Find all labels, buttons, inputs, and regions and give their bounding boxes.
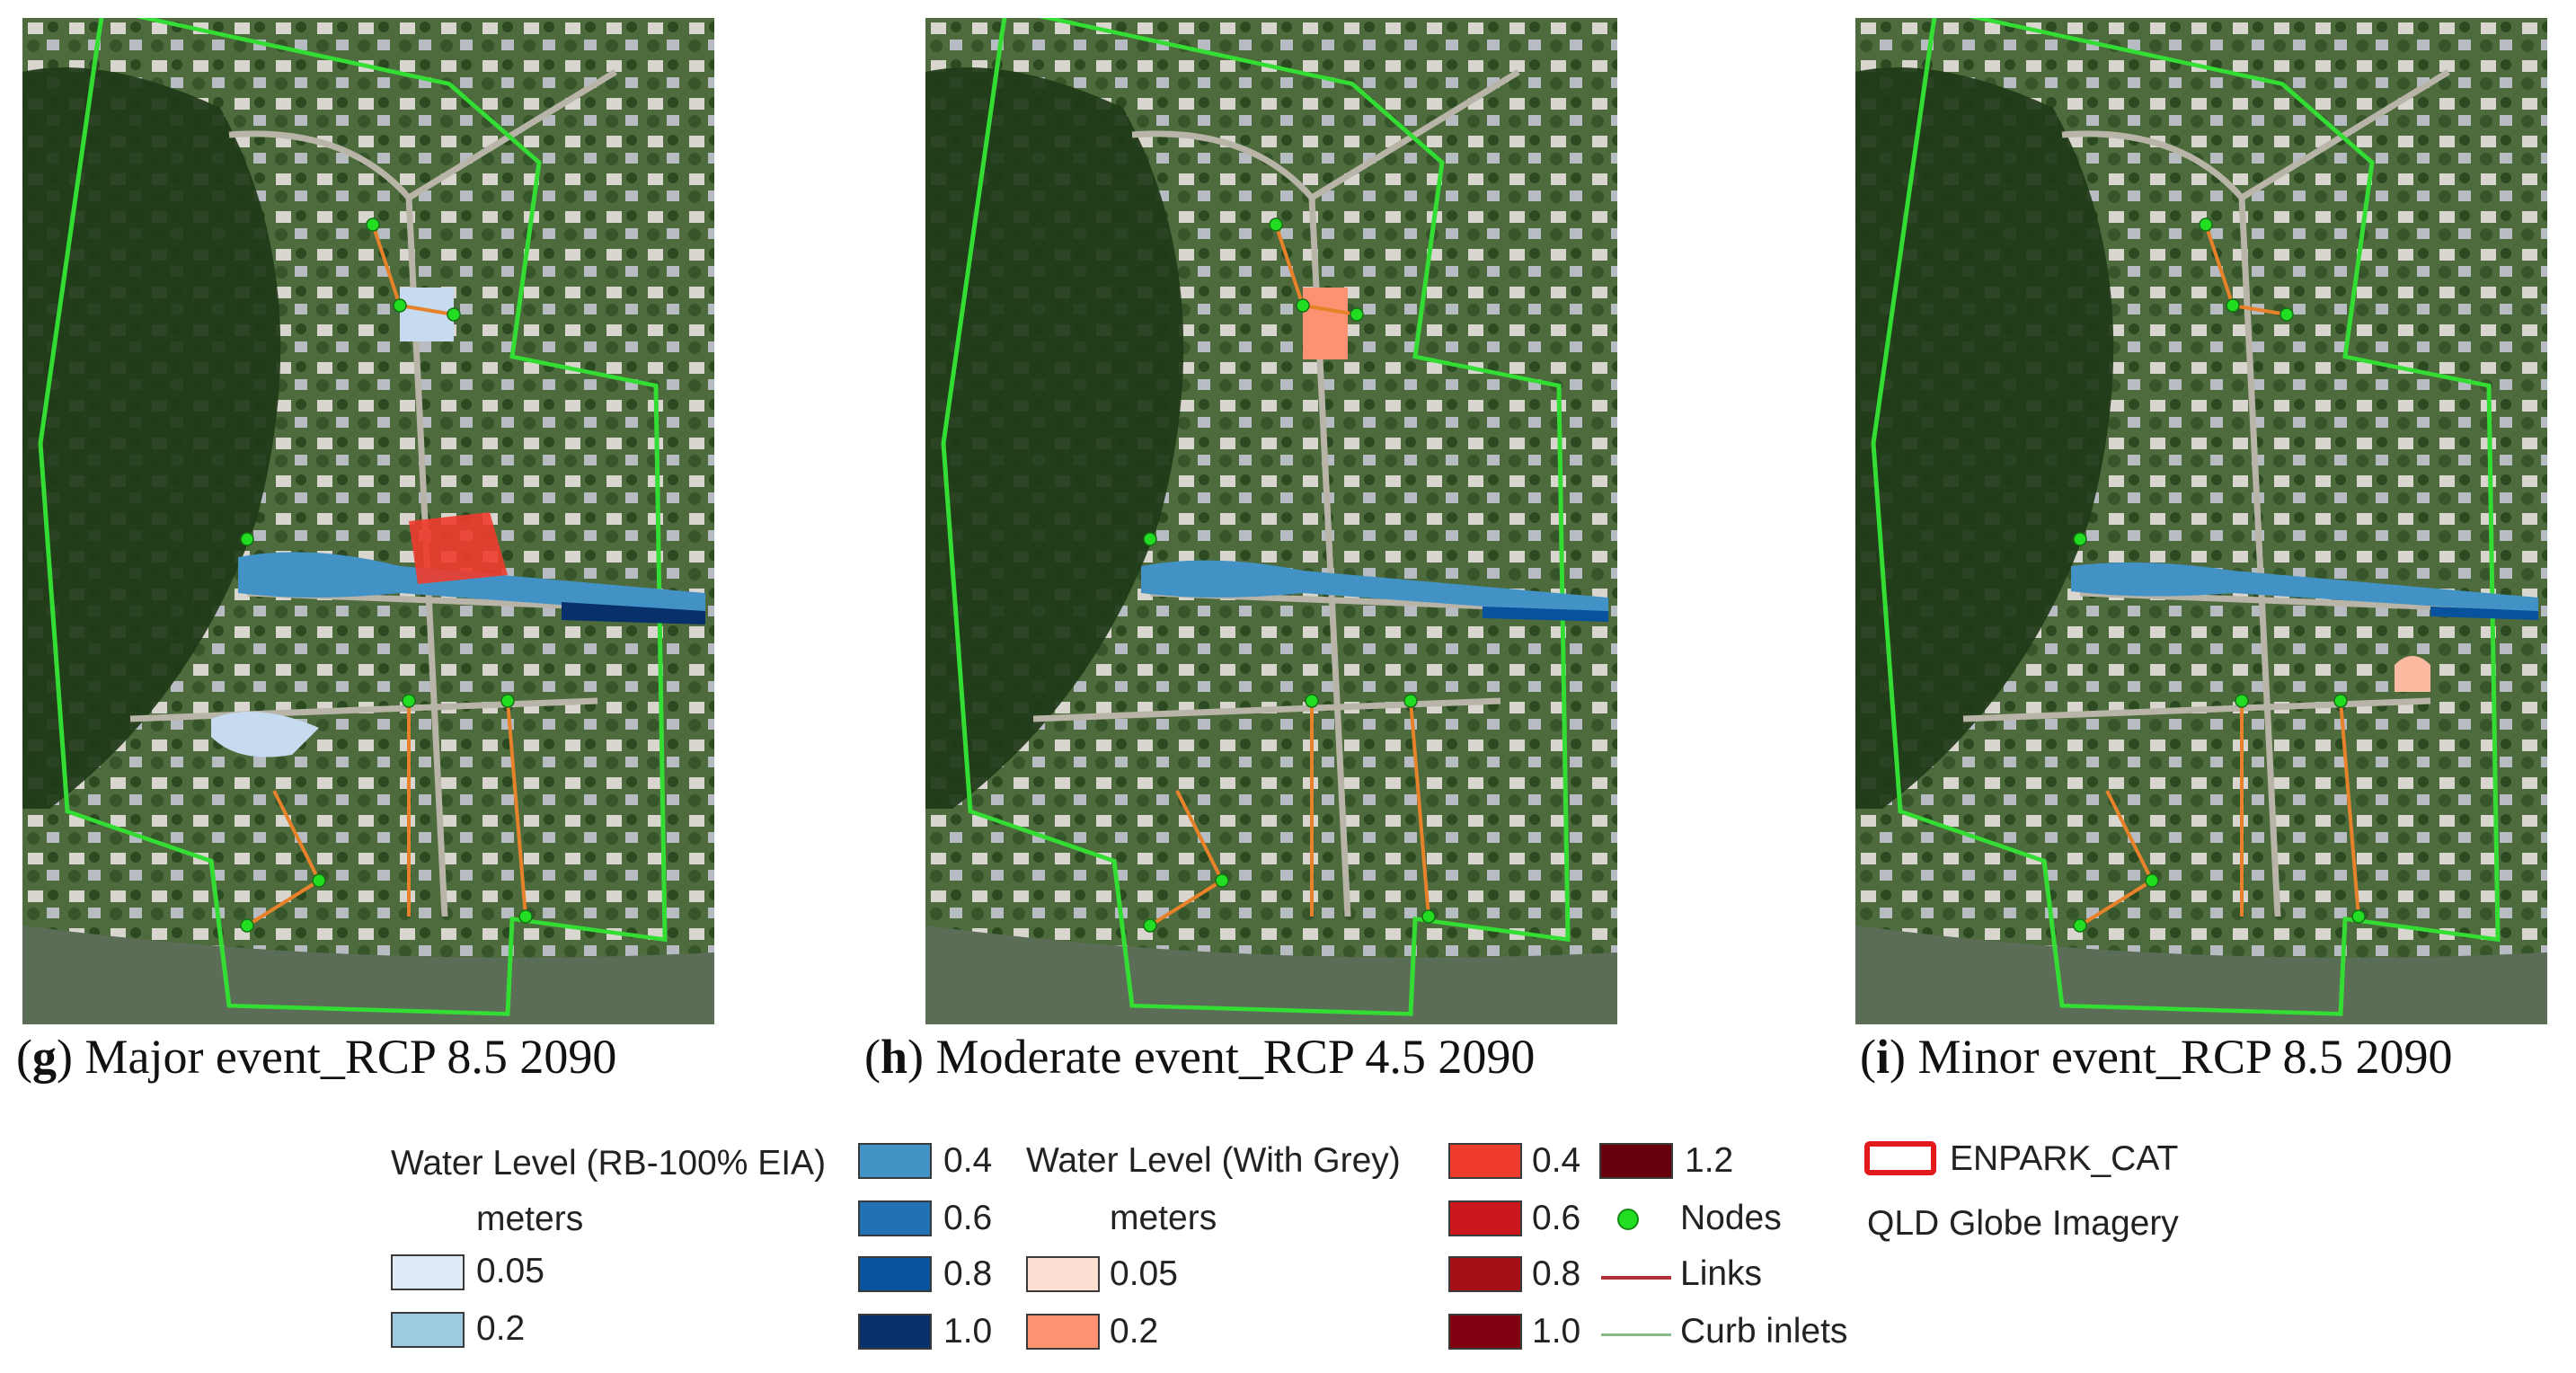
legend-swatch-blue-1 [391, 1312, 465, 1348]
flood-water-blue [2071, 562, 2538, 620]
legend-swatch-blue-5 [858, 1314, 932, 1350]
catchment-boundary [941, 18, 1571, 1016]
forest-area [22, 67, 281, 809]
legend-imagery-label: QLD Globe Imagery [1867, 1204, 2179, 1243]
flood-water-red [2395, 656, 2430, 692]
legend-label-blue-0: 0.05 [476, 1252, 544, 1290]
caption-letter: g [31, 1030, 57, 1084]
legend-curb-label: Curb inlets [1680, 1312, 1848, 1351]
flood-water-red [409, 512, 508, 584]
caption-text: ) Major event_RCP 8.5 2090 [56, 1030, 617, 1084]
legend-swatch-red-3 [1448, 1200, 1522, 1236]
legend-nodes-label: Nodes [1680, 1199, 1782, 1237]
caption-letter: h [880, 1030, 908, 1084]
legend-links-symbol [1601, 1276, 1671, 1280]
drainage-nodes [2073, 217, 2366, 933]
legend-swatch-blue-4 [858, 1256, 932, 1292]
drainage-nodes [1143, 217, 1436, 933]
legend-label-red-3: 0.6 [1532, 1199, 1581, 1237]
flood-water-blue [1141, 560, 1608, 622]
legend-label-red-5: 1.0 [1532, 1312, 1581, 1351]
caption-text: ) Minor event_RCP 8.5 2090 [1890, 1030, 2453, 1084]
legend-label-red-0: 0.05 [1110, 1254, 1178, 1293]
forest-area [925, 67, 1184, 809]
highway-strip [1855, 926, 2547, 1024]
legend-catchment-label: ENPARK_CAT [1950, 1139, 2179, 1178]
road-network [1962, 69, 2539, 917]
legend-swatch-blue-0 [391, 1254, 465, 1290]
map-panel-g [22, 18, 714, 1024]
catchment-boundary [1871, 18, 2501, 1016]
legend-swatch-blue-2 [858, 1143, 932, 1179]
caption-g: (g) Major event_RCP 8.5 2090 [16, 1030, 617, 1084]
legend-label-red-4: 0.8 [1532, 1254, 1581, 1293]
legend-catchment-symbol [1864, 1141, 1936, 1175]
drainage-nodes [240, 217, 533, 933]
legend-label-blue-3: 0.6 [943, 1199, 993, 1237]
legend-label-blue-4: 0.8 [943, 1254, 993, 1293]
legend-swatch-red-0 [1026, 1256, 1100, 1292]
legend-swatch-red-1 [1026, 1314, 1100, 1350]
forest-area [1855, 67, 2114, 809]
legend-swatch-red-5 [1448, 1314, 1522, 1350]
legend-label-blue-5: 1.0 [943, 1312, 993, 1351]
legend-label-red-6: 1.2 [1685, 1141, 1734, 1180]
legend-blue-units: meters [476, 1200, 584, 1238]
legend-label-blue-2: 0.4 [943, 1141, 993, 1180]
catchment-boundary [38, 18, 668, 1016]
caption-letter: i [1875, 1030, 1890, 1084]
map-i-svg [1855, 18, 2547, 1024]
flood-water-red [1303, 288, 1348, 359]
legend-label-red-1: 0.2 [1110, 1312, 1159, 1351]
map-g-svg [22, 18, 714, 1024]
highway-strip [925, 926, 1617, 1024]
legend-nodes-symbol [1617, 1209, 1639, 1230]
caption-h: (h) Moderate event_RCP 4.5 2090 [864, 1030, 1536, 1084]
legend-label-red-2: 0.4 [1532, 1141, 1581, 1180]
legend-red-units: meters [1110, 1199, 1217, 1237]
highway-strip [22, 926, 714, 1024]
legend-links-label: Links [1680, 1254, 1763, 1293]
legend-curb-symbol [1601, 1333, 1671, 1336]
legend-label-blue-1: 0.2 [476, 1309, 526, 1348]
legend-swatch-red-4 [1448, 1256, 1522, 1292]
caption-i: (i) Minor event_RCP 8.5 2090 [1860, 1030, 2453, 1084]
legend-blue-title: Water Level (RB-100% EIA) [391, 1144, 827, 1183]
legend-red-title: Water Level (With Grey) [1026, 1141, 1401, 1180]
legend-swatch-red-2 [1448, 1143, 1522, 1179]
legend-swatch-red-6 [1599, 1143, 1673, 1179]
legend-swatch-blue-3 [858, 1200, 932, 1236]
caption-text: ) Moderate event_RCP 4.5 2090 [907, 1030, 1536, 1084]
map-h-svg [925, 18, 1617, 1024]
flood-water-blue [211, 288, 705, 757]
map-panel-h [925, 18, 1617, 1024]
map-panel-i [1855, 18, 2547, 1024]
